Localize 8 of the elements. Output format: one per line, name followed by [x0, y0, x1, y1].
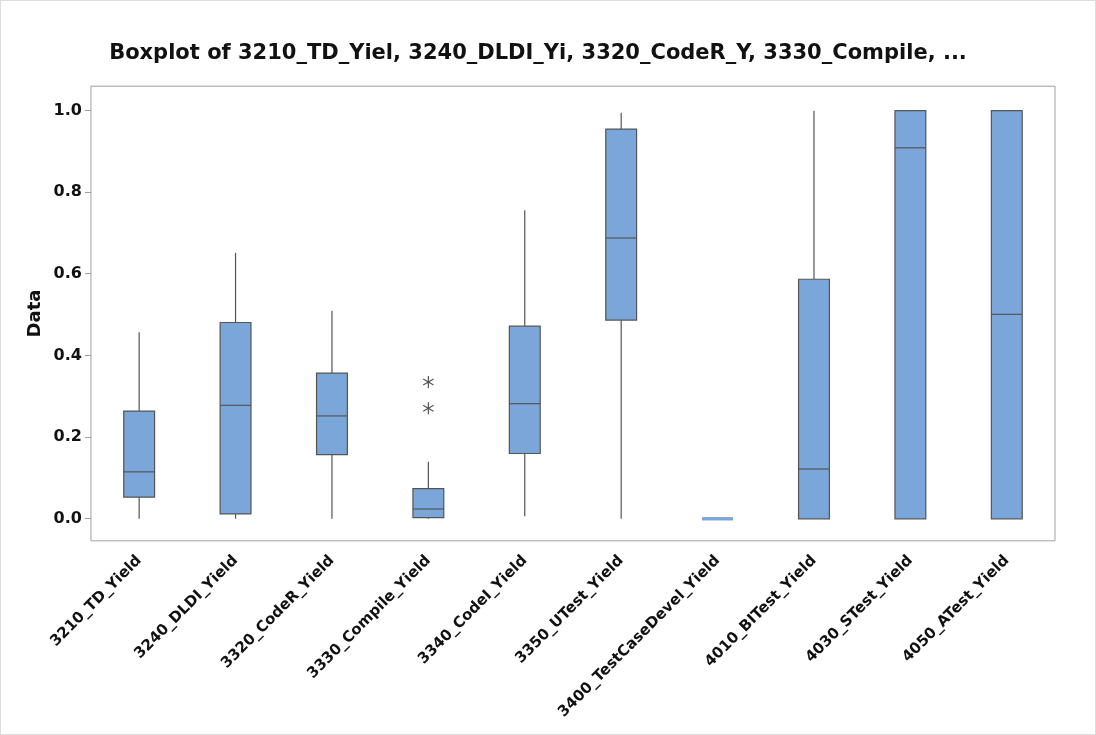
chart-title: Boxplot of 3210_TD_Yiel, 3240_DLDI_Yi, 3320_CodeR_Y, 3330_Compile, ...	[109, 40, 967, 65]
y-tick-label: 1.0	[53, 99, 82, 119]
y-tick-label: 0.0	[53, 507, 82, 527]
y-tick-label: 0.2	[53, 426, 82, 446]
y-axis-title: Data	[23, 289, 45, 338]
y-tick-label: 0.8	[53, 181, 82, 201]
y-tick-label: 0.4	[53, 344, 82, 364]
y-tick-label: 0.6	[53, 263, 82, 283]
